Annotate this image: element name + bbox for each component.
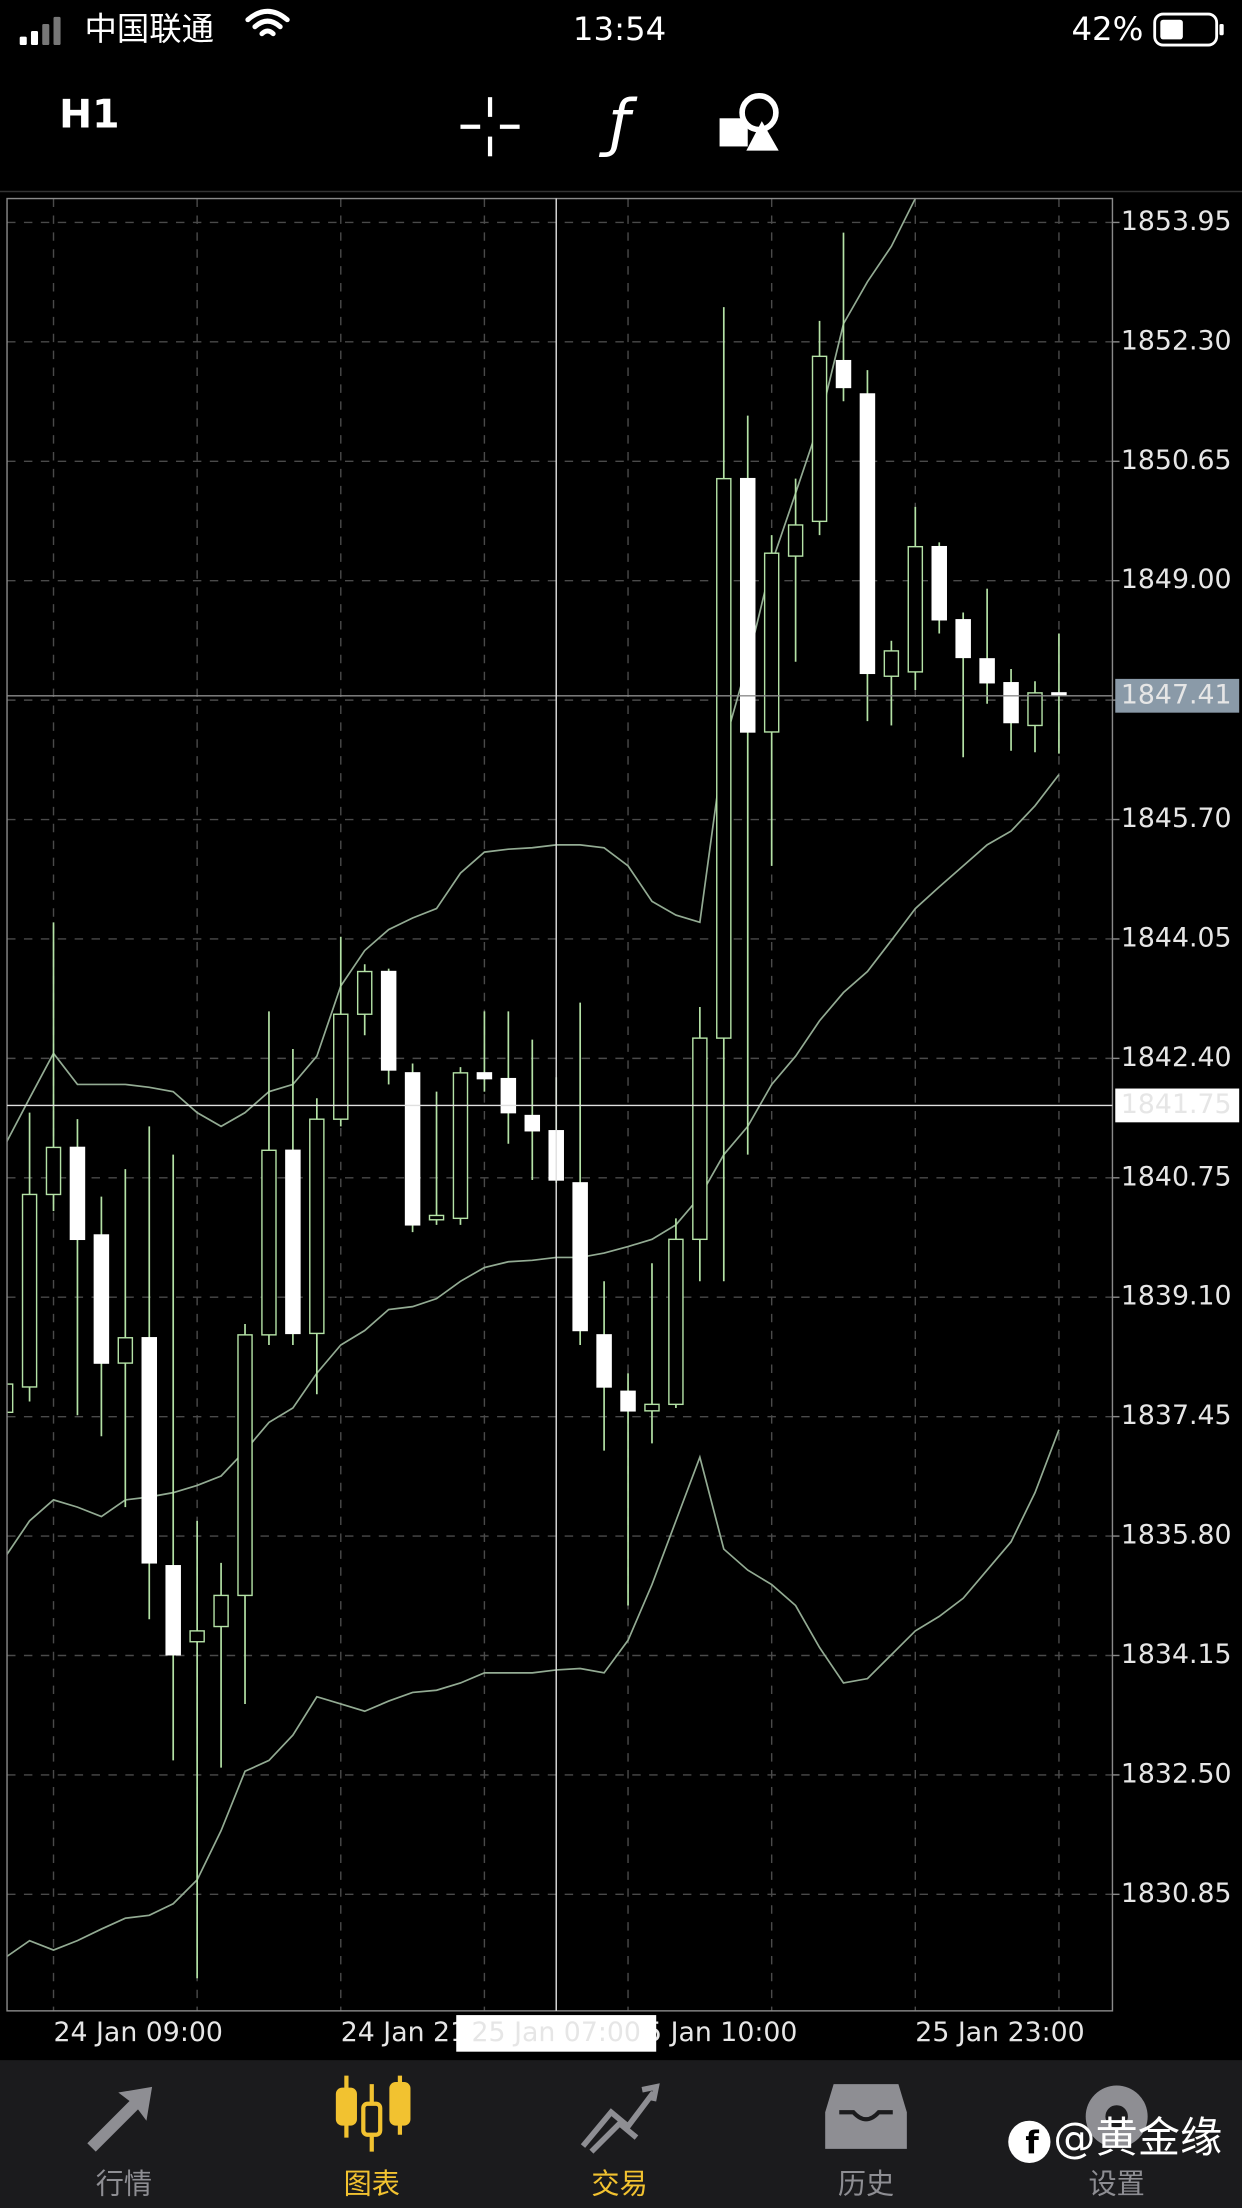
y-tick-label: 1832.50 (1121, 1758, 1232, 1789)
objects-button[interactable] (719, 92, 779, 151)
y-tick-label: 1834.15 (1121, 1639, 1232, 1670)
candle-body (620, 1390, 636, 1412)
plot-border (6, 197, 1114, 2012)
battery-icon (1153, 12, 1224, 47)
candle-body (859, 393, 876, 675)
battery-level: 42% (1071, 10, 1143, 48)
y-tick-label: 1845.70 (1121, 803, 1232, 834)
plot (7, 198, 1113, 2011)
x-tick-label: 24 Jan 09:00 (54, 2017, 223, 2048)
band-line (7, 198, 917, 1143)
candle-body (1027, 692, 1043, 727)
candle-body (356, 970, 373, 1015)
candle-body (668, 1238, 684, 1406)
y-tick-label: 1852.30 (1121, 325, 1232, 356)
candle-body (380, 970, 397, 1071)
y-tick-label: 1835.80 (1121, 1520, 1232, 1551)
svg-text:f: f (1025, 2125, 1039, 2161)
crosshair-button[interactable] (460, 97, 520, 157)
quotes-icon (87, 2086, 153, 2152)
tab-label[interactable]: 交易 (591, 2167, 647, 2200)
candle-body (476, 1072, 493, 1080)
y-axis: 1853.951852.301850.651849.001847.351845.… (1112, 206, 1232, 1909)
candle-body (21, 1193, 38, 1388)
crosshair-price: 1841.75 (1121, 1089, 1232, 1120)
signal (19, 16, 61, 46)
crosshair-time: 25 Jan 07:00 (472, 2017, 641, 2048)
candle-body (189, 1630, 205, 1643)
candle-body (644, 1403, 660, 1412)
band-line (7, 774, 1060, 1556)
candle-body (237, 1334, 253, 1597)
candle-body (572, 1182, 588, 1332)
y-tick-label: 1840.75 (1121, 1161, 1232, 1192)
watermark: f @黄金缘 (1008, 2113, 1222, 2163)
candle-body (524, 1114, 541, 1132)
wifi-icon (245, 8, 290, 37)
chart-icon (335, 2075, 411, 2152)
candle-body (739, 477, 756, 733)
y-tick-label: 1830.85 (1121, 1878, 1232, 1909)
trade-icon (580, 2083, 660, 2154)
candle-body (883, 650, 900, 677)
band-line (7, 1429, 1060, 1958)
x-tick-label: 25 Jan 23:00 (915, 2017, 1084, 2048)
y-tick-label: 1837.45 (1121, 1400, 1232, 1431)
settings-icon (1085, 2085, 1148, 2148)
price-label-box (1115, 678, 1240, 713)
y-tick-label: 1842.40 (1121, 1042, 1232, 1073)
candle-body (500, 1077, 517, 1114)
timeframe-button[interactable]: H1 (59, 91, 119, 137)
candle-body (285, 1149, 301, 1335)
crosshair-time-box (456, 2015, 657, 2052)
candle-body (787, 524, 804, 557)
candle-body (309, 1118, 325, 1335)
candle-body (835, 359, 852, 389)
candle-body (93, 1234, 110, 1364)
candle-body (404, 1072, 421, 1226)
candle-body (141, 1337, 158, 1564)
history-icon (825, 2084, 907, 2149)
candle-body (428, 1214, 445, 1221)
tab-label[interactable]: 设置 (1089, 2167, 1145, 2200)
candle-body (907, 545, 924, 673)
candle-body (931, 545, 947, 621)
candle-body (596, 1334, 612, 1388)
candle-body (69, 1146, 86, 1241)
candle-body (811, 355, 828, 523)
crosshair-price-box (1115, 1088, 1240, 1123)
candle-body (716, 477, 732, 1039)
candle-body (261, 1149, 277, 1336)
y-tick-label: 1850.65 (1121, 445, 1232, 476)
clock: 13:54 (573, 10, 666, 48)
candle-body (763, 552, 780, 733)
carrier: 中国联通 (84, 10, 214, 48)
y-tick-label: 1839.10 (1121, 1281, 1232, 1312)
candle-body (7, 1383, 14, 1414)
y-tick-label: 1853.95 (1121, 206, 1232, 237)
chart: 1853.951852.301850.651849.001847.351845.… (6, 197, 1240, 2052)
tab-label[interactable]: 行情 (96, 2167, 152, 2200)
candle-body (45, 1146, 62, 1196)
watermark-text: @黄金缘 (1053, 2113, 1222, 2162)
candle-body (117, 1337, 134, 1364)
candle-body (165, 1565, 181, 1656)
tab-label[interactable]: 历史 (838, 2167, 894, 2200)
tab-label[interactable]: 图表 (344, 2167, 400, 2200)
candle-body (692, 1037, 708, 1241)
price-label: 1847.41 (1121, 679, 1232, 710)
candle-body (979, 658, 995, 684)
candle-body (333, 1013, 349, 1120)
candle-body (1003, 682, 1019, 724)
y-tick-label: 1849.00 (1121, 564, 1232, 595)
candle-body (213, 1594, 229, 1628)
y-tick-label: 1844.05 (1121, 922, 1232, 953)
candle-body (955, 619, 971, 659)
candle-body (452, 1072, 469, 1220)
x-tick-label: 25 Jan 10:00 (628, 2017, 797, 2048)
